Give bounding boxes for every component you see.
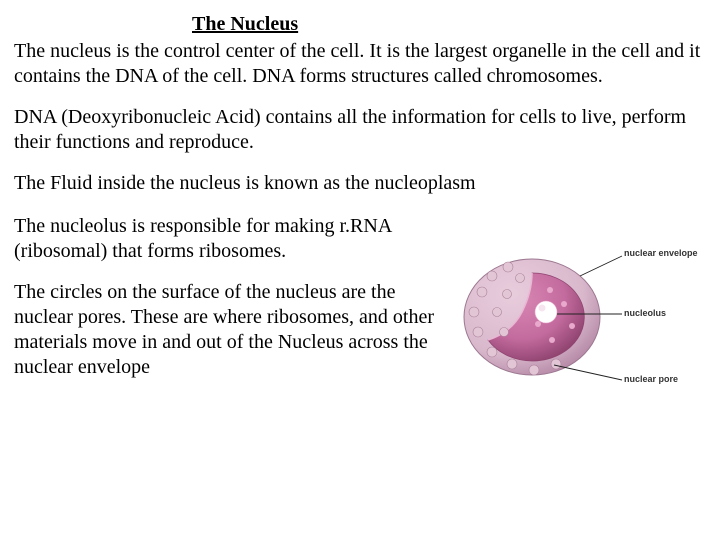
page-title: The Nucleus — [192, 12, 706, 37]
label-envelope: nuclear envelope — [624, 248, 698, 259]
paragraph-3: The Fluid inside the nucleus is known as… — [14, 171, 706, 196]
paragraph-5: The circles on the surface of the nucleu… — [14, 280, 444, 380]
paragraph-4: The nucleolus is responsible for making … — [14, 214, 444, 264]
label-pore: nuclear pore — [624, 374, 678, 385]
paragraph-2: DNA (Deoxyribonucleic Acid) contains all… — [14, 105, 706, 155]
paragraph-1: The nucleus is the control center of the… — [14, 39, 706, 89]
nucleus-diagram: nuclear envelope nucleolus nuclear pore — [452, 212, 706, 412]
label-nucleolus: nucleolus — [624, 308, 666, 319]
